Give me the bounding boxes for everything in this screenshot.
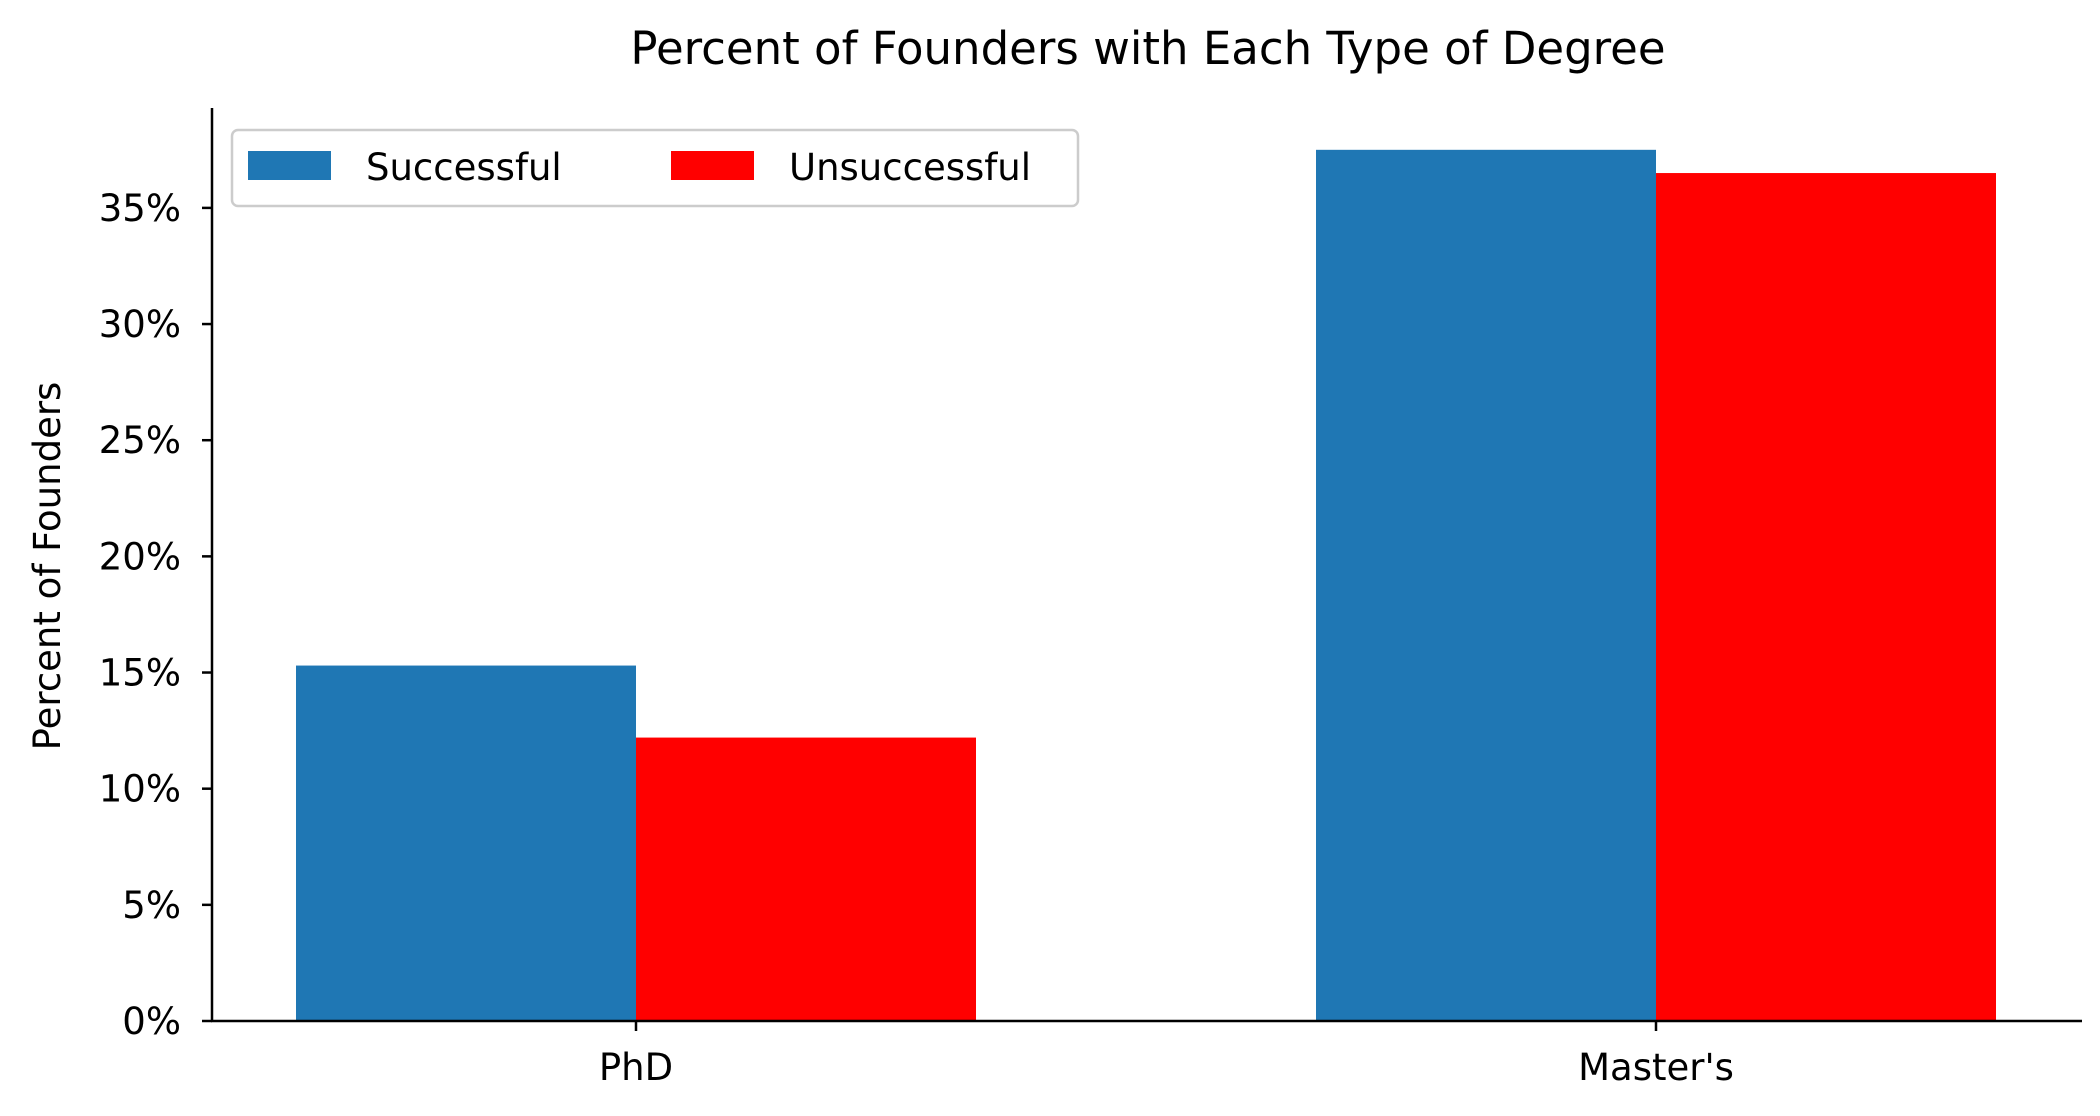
y-tick-label: 15% — [99, 652, 181, 695]
y-tick-label: 10% — [99, 768, 181, 811]
legend: Successful Unsuccessful — [230, 128, 1080, 208]
bar-unsuccessful-master-s — [1656, 173, 1996, 1021]
y-tick-label: 20% — [99, 535, 181, 578]
y-tick-label: 0% — [122, 1000, 181, 1043]
legend-swatch-unsuccessful — [671, 151, 754, 180]
y-tick-label: 25% — [99, 419, 181, 462]
x-tick-label: Master's — [1578, 1046, 1734, 1089]
y-axis-ticks: 0% 5% 10% 15% 20% 25% 30% 35% — [99, 187, 212, 1043]
bars — [296, 149, 1996, 1022]
y-axis-label: Percent of Founders — [26, 382, 69, 751]
legend-frame — [230, 128, 1080, 208]
x-tick-label: PhD — [599, 1046, 673, 1089]
legend-swatch-successful — [248, 151, 331, 180]
legend-label-successful: Successful — [366, 146, 562, 189]
bar-successful-master-s — [1316, 149, 1656, 1022]
chart-title: Percent of Founders with Each Type of De… — [630, 22, 1665, 75]
bar-unsuccessful-phd — [636, 737, 976, 1021]
y-tick-label: 30% — [99, 303, 181, 346]
bar-successful-phd — [296, 665, 636, 1021]
y-tick-label: 35% — [99, 187, 181, 230]
x-axis-ticks: PhD Master's — [599, 1021, 1734, 1089]
y-tick-label: 5% — [122, 884, 181, 927]
legend-label-unsuccessful: Unsuccessful — [789, 146, 1031, 189]
